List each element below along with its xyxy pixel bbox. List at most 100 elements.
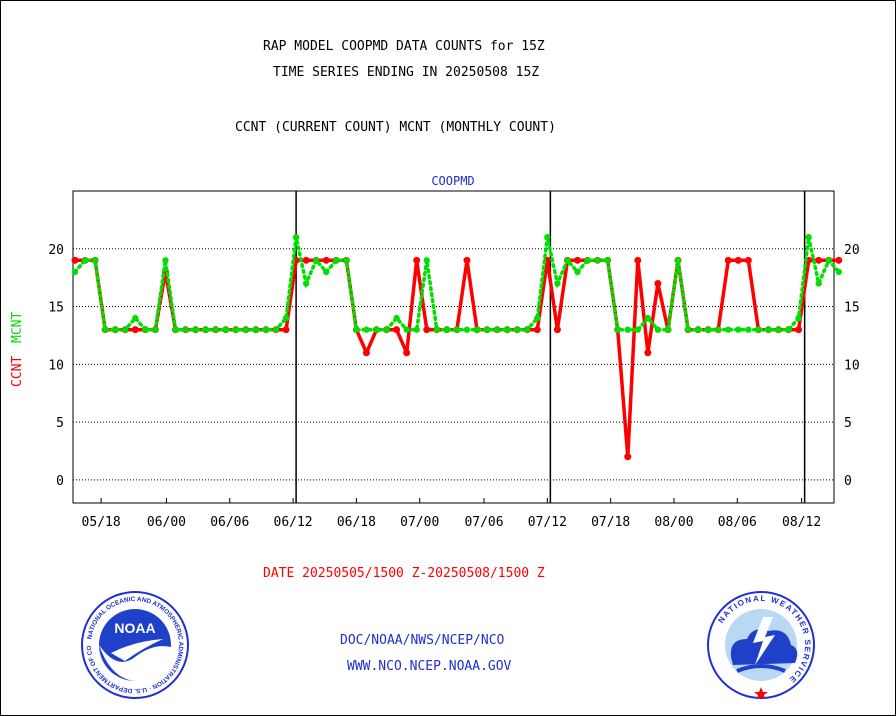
ccnt-point [744, 256, 752, 264]
mcnt-point [755, 326, 762, 333]
mcnt-point [463, 326, 471, 333]
mcnt-point [423, 257, 430, 264]
x-tick-label: 08/06 [718, 515, 757, 530]
ccnt-point [815, 256, 823, 264]
ccnt-point [393, 326, 401, 334]
mcnt-point [694, 326, 702, 333]
ccnt-point [282, 326, 290, 334]
mcnt-point [795, 314, 802, 322]
mcnt-point [323, 268, 330, 276]
mcnt-point [453, 326, 461, 333]
mcnt-point [815, 280, 822, 287]
mcnt-point [112, 326, 119, 333]
y-tick-label-right: 5 [844, 416, 852, 431]
mcnt-point [503, 326, 511, 333]
mcnt-point [373, 326, 380, 333]
mcnt-point [594, 257, 601, 264]
mcnt-point [101, 326, 109, 333]
mcnt-point [614, 326, 621, 333]
y-tick-label-left: 0 [56, 474, 64, 489]
header-line1: RAP MODEL COOPMD DATA COUNTS for 15Z [263, 39, 545, 54]
mcnt-point [765, 326, 772, 333]
mcnt-point [252, 326, 260, 333]
mcnt-point [634, 326, 641, 333]
y-tick-label-right: 20 [844, 243, 860, 258]
mcnt-point [403, 326, 410, 333]
mcnt-point [745, 326, 752, 333]
y-tick-label-right: 10 [844, 358, 860, 373]
mcnt-point [433, 326, 440, 333]
x-tick-label: 07/12 [528, 515, 567, 530]
ccnt-point [634, 256, 642, 264]
mcnt-point [654, 326, 662, 333]
ccnt-point [553, 326, 561, 334]
mcnt-point [343, 257, 350, 264]
y-tick-label-left: 15 [48, 301, 64, 316]
mcnt-point [91, 257, 99, 264]
website-link[interactable]: WWW.NCO.NCEP.NOAA.GOV [347, 659, 512, 674]
ccnt-point [734, 256, 742, 264]
x-tick-label: 08/12 [782, 515, 821, 530]
y-axis-label-mcnt: MCNT [10, 312, 25, 343]
y-axis-label-ccnt: CCNT [10, 356, 25, 387]
mcnt-point [574, 268, 581, 276]
mcnt-point [644, 314, 652, 322]
y-tick-label-left: 20 [48, 243, 64, 258]
mcnt-point [302, 280, 310, 287]
mcnt-point [282, 314, 290, 322]
mcnt-point [81, 257, 89, 264]
x-tick-label: 07/06 [464, 515, 503, 530]
mcnt-point [544, 234, 551, 241]
ccnt-point [362, 349, 370, 357]
mcnt-point [132, 314, 139, 322]
mcnt-point [443, 326, 451, 333]
mcnt-point [222, 326, 229, 333]
mcnt-point [152, 326, 159, 333]
mcnt-point [684, 326, 692, 333]
mcnt-point [242, 326, 250, 333]
mcnt-point [835, 268, 842, 276]
chart-title: COOPMD [431, 174, 474, 188]
y-tick-label-left: 5 [56, 416, 64, 431]
mcnt-point [584, 257, 591, 264]
mcnt-point [805, 234, 812, 241]
mcnt-point [735, 326, 742, 333]
mcnt-point [313, 257, 320, 264]
mcnt-point [825, 257, 832, 264]
ccnt-point [322, 256, 330, 264]
x-tick-label: 06/06 [210, 515, 249, 530]
mcnt-point [353, 326, 360, 333]
date-range: DATE 20250505/1500 Z-20250508/1500 Z [263, 566, 545, 581]
ccnt-point [302, 256, 310, 264]
mcnt-point [715, 326, 722, 333]
mcnt-point [262, 326, 270, 333]
mcnt-point [393, 314, 400, 322]
ccnt-point [131, 326, 139, 334]
ccnt-point [624, 453, 632, 461]
ccnt-point [533, 326, 541, 334]
mcnt-point [383, 326, 390, 333]
mcnt-point [413, 326, 420, 333]
mcnt-point [704, 326, 712, 333]
mcnt-point [212, 326, 219, 333]
x-tick-label: 08/00 [654, 515, 693, 530]
ccnt-point [71, 256, 79, 264]
x-tick-label: 06/12 [274, 515, 313, 530]
mcnt-point [554, 280, 561, 287]
x-tick-label: 05/18 [82, 515, 121, 530]
mcnt-point [333, 257, 340, 264]
org-path[interactable]: DOC/NOAA/NWS/NCEP/NCO [340, 633, 505, 648]
mcnt-point [493, 326, 501, 333]
x-tick-label: 06/18 [337, 515, 376, 530]
mcnt-point [272, 326, 280, 333]
mcnt-point [534, 314, 541, 322]
mcnt-point [514, 326, 521, 333]
x-tick-label: 06/00 [147, 515, 186, 530]
ccnt-point [423, 326, 431, 334]
mcnt-point [192, 326, 199, 333]
mcnt-point [162, 257, 169, 264]
mcnt-point [292, 234, 300, 241]
header-line2: TIME SERIES ENDING IN 20250508 15Z [273, 65, 540, 80]
noaa-logo-text: NOAA [114, 620, 155, 636]
